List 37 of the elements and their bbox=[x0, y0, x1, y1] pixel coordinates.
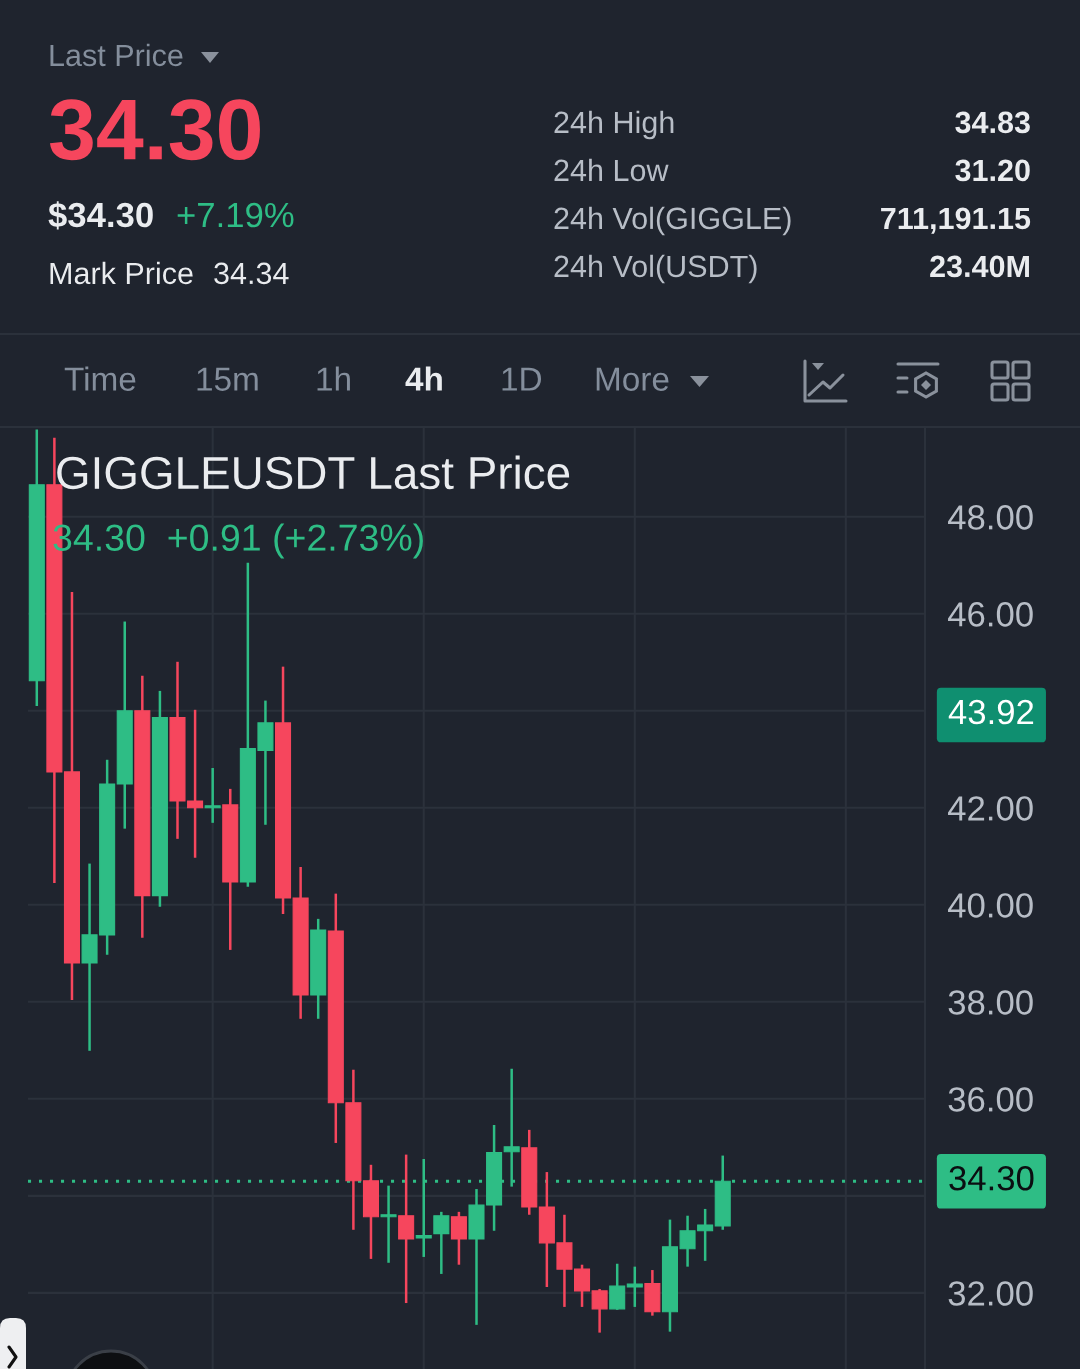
text: 4h bbox=[405, 366, 442, 391]
text: 34.34 bbox=[214, 262, 289, 285]
text: $34.30 bbox=[48, 201, 153, 230]
text: +7.19% bbox=[177, 202, 294, 228]
chart-title: GIGGLEUSDT Last Price bbox=[57, 455, 570, 490]
text: 24h Vol(GIGGLE) bbox=[554, 206, 791, 236]
text: 711,191.15 bbox=[881, 207, 1031, 234]
text: Mark Price bbox=[50, 261, 193, 285]
candlestick bbox=[433, 1210, 450, 1276]
text: 24h Vol(USDT) bbox=[554, 254, 757, 284]
y-tick-label: 38.00 bbox=[948, 990, 1033, 1015]
text: 1D bbox=[502, 367, 542, 391]
y-tick-label: 42.00 bbox=[948, 796, 1033, 821]
candlestick bbox=[204, 766, 221, 825]
text: 23.40M bbox=[930, 255, 1029, 278]
candlestick bbox=[609, 1262, 626, 1312]
text: 34.83 bbox=[955, 111, 1030, 134]
text: 31.20 bbox=[955, 159, 1030, 182]
y-tick-label: 32.00 bbox=[948, 1281, 1033, 1306]
y-tick-label: 36.00 bbox=[948, 1087, 1033, 1112]
candlestick bbox=[450, 1210, 467, 1266]
text: 24h Low bbox=[554, 158, 669, 182]
y-tick-label: 40.00 bbox=[948, 893, 1033, 918]
text: 34.30 bbox=[49, 99, 260, 161]
candlestick bbox=[398, 1153, 415, 1305]
text: 1h bbox=[317, 366, 350, 391]
candlestick bbox=[380, 1184, 397, 1265]
text: 24h High bbox=[554, 110, 674, 140]
candlestick bbox=[626, 1265, 643, 1309]
text: 15m bbox=[197, 367, 258, 391]
ref-line-label: 34.30 bbox=[949, 1166, 1034, 1191]
y-tick-label: 46.00 bbox=[948, 602, 1033, 627]
text: Time bbox=[64, 366, 136, 391]
text: More bbox=[596, 367, 669, 391]
y-tick-label: 48.00 bbox=[948, 505, 1033, 530]
text: Last Price bbox=[50, 43, 183, 67]
text: 43.92 bbox=[948, 699, 1034, 725]
